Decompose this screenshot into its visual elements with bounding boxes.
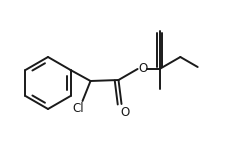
- Text: O: O: [120, 105, 129, 118]
- Text: O: O: [138, 62, 147, 75]
- Text: Cl: Cl: [73, 101, 84, 114]
